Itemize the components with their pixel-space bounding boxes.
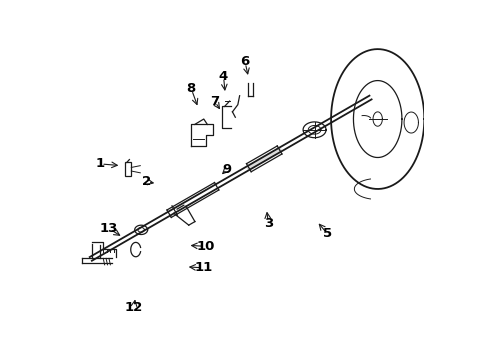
Text: 12: 12: [125, 301, 143, 314]
Text: 1: 1: [95, 157, 104, 170]
Text: 5: 5: [323, 227, 332, 240]
Text: 7: 7: [210, 95, 219, 108]
Text: 6: 6: [241, 55, 249, 68]
Text: 13: 13: [99, 222, 118, 235]
Text: 2: 2: [142, 175, 151, 188]
Bar: [125, 162, 131, 176]
Text: 3: 3: [264, 216, 273, 230]
Text: 8: 8: [187, 82, 196, 95]
Text: 9: 9: [222, 163, 232, 176]
Text: 10: 10: [196, 240, 215, 253]
Text: 11: 11: [195, 261, 213, 274]
Text: 4: 4: [219, 69, 228, 82]
